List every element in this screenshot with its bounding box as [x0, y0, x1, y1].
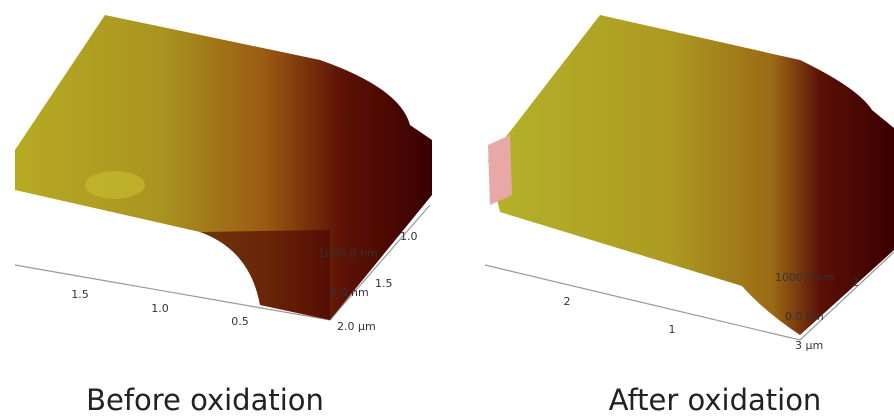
- surface-patch: [488, 135, 512, 205]
- tick-label: 0.0 nm: [785, 310, 824, 323]
- tick-label: 1000.0 nm: [318, 247, 378, 260]
- tick-label: 1.0: [151, 302, 169, 315]
- tick-label: 2: [852, 276, 859, 289]
- surface-bump: [85, 171, 145, 199]
- tick-label: 1: [669, 323, 676, 336]
- tick-label: 1000.0 nm: [775, 271, 835, 284]
- tick-label: 1.5: [375, 277, 393, 290]
- panel-before: 1.5 1.0 0.5 1.0 1.5 2.0 µm 1000.0 nm 0.0…: [15, 15, 432, 417]
- panel-after: 2 1 2 3 µm 1000.0 nm 0.0 nm After oxidat…: [485, 15, 894, 417]
- tick-label: 1.5: [71, 288, 89, 301]
- tick-label: 3 µm: [795, 339, 823, 352]
- tick-label: 2: [564, 295, 571, 308]
- caption: After oxidation: [609, 383, 822, 417]
- tick-label: 1.0: [400, 230, 418, 243]
- surface-face: [200, 230, 330, 320]
- tick-label: 0.5: [231, 315, 249, 328]
- tick-label: 2.0 µm: [337, 320, 376, 333]
- surface: [488, 15, 894, 335]
- tick-label: 0.0 nm: [330, 286, 369, 299]
- caption: Before oxidation: [86, 383, 324, 417]
- figure: 1.5 1.0 0.5 1.0 1.5 2.0 µm 1000.0 nm 0.0…: [0, 0, 894, 419]
